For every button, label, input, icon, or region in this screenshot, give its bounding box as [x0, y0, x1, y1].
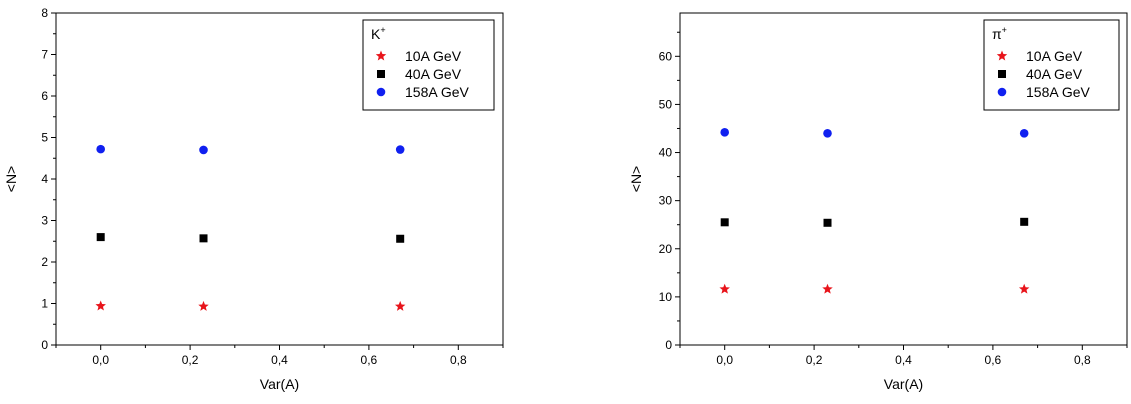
legend-title-sup: + — [1002, 25, 1007, 35]
data-point — [96, 233, 105, 242]
legend-title-base: π — [992, 26, 1002, 42]
legend-box — [983, 19, 1120, 111]
data-point — [1019, 128, 1029, 138]
x-tick-label: 0,6 — [361, 353, 378, 367]
x-tick-label: 0,8 — [450, 353, 467, 367]
series-3 — [720, 128, 1029, 138]
data-point — [396, 234, 405, 243]
y-tick-label: 6 — [41, 89, 48, 103]
legend-marker — [377, 70, 385, 78]
x-axis-label: Var(A) — [884, 376, 923, 392]
data-point — [96, 144, 105, 154]
series-2 — [96, 233, 405, 243]
legend-entry-label: 10A GeV — [1026, 48, 1083, 64]
legend-title-sup: + — [380, 25, 385, 35]
legend-entry-label: 10A GeV — [405, 48, 462, 64]
series-2 — [720, 217, 1029, 227]
y-tick-label: 60 — [659, 49, 673, 63]
data-point — [199, 234, 208, 243]
x-tick-label: 0,0 — [716, 353, 733, 367]
legend-marker — [375, 50, 387, 61]
data-point — [1018, 283, 1030, 294]
y-tick-label: 10 — [659, 290, 673, 304]
legend-box — [362, 19, 495, 111]
data-point — [198, 300, 209, 311]
y-axis-label: <N> — [3, 166, 19, 192]
y-tick-label: 5 — [41, 131, 48, 145]
data-point — [1020, 217, 1029, 226]
legend-title-base: K — [371, 26, 381, 42]
y-tick-label: 0 — [665, 338, 672, 352]
series-3 — [96, 144, 405, 155]
legend-entry-label: 158A GeV — [1026, 84, 1090, 100]
x-axis-label: Var(A) — [260, 376, 299, 392]
x-tick-label: 0,2 — [182, 353, 199, 367]
legend-entry-label: 158A GeV — [405, 84, 469, 100]
legend-marker — [998, 70, 1006, 78]
legend-marker — [997, 87, 1007, 97]
y-tick-label: 4 — [41, 172, 48, 186]
data-point — [720, 218, 729, 227]
data-point — [199, 145, 208, 155]
y-tick-label: 30 — [659, 194, 673, 208]
y-tick-label: 1 — [41, 297, 48, 311]
legend-marker — [376, 87, 386, 97]
data-point — [394, 300, 406, 311]
data-point — [823, 218, 832, 227]
legend-marker — [996, 50, 1008, 61]
x-tick-label: 0,0 — [92, 353, 109, 367]
x-tick-label: 0,4 — [271, 353, 288, 367]
data-point — [720, 128, 729, 137]
y-tick-label: 40 — [659, 146, 673, 160]
y-tick-label: 50 — [659, 97, 673, 111]
y-tick-label: 7 — [41, 48, 48, 62]
y-tick-label: 2 — [41, 255, 48, 269]
x-tick-label: 0,8 — [1074, 353, 1091, 367]
x-tick-label: 0,4 — [895, 353, 912, 367]
data-point — [822, 283, 833, 294]
series-1 — [95, 300, 406, 311]
y-tick-label: 20 — [659, 242, 673, 256]
series-1 — [719, 283, 1030, 294]
chart-2: 0,0 0,2 0,4 0,6 0,80102030405060Var(A)<N>π+1… — [628, 12, 1128, 392]
x-tick-label: 0,6 — [985, 353, 1002, 367]
y-tick-label: 8 — [41, 6, 48, 20]
data-point — [823, 128, 832, 138]
legend-title: π+ — [992, 25, 1007, 42]
data-point — [95, 300, 106, 311]
legend-entry-label: 40A GeV — [1026, 66, 1083, 82]
y-axis-label: <N> — [628, 166, 644, 192]
y-tick-label: 0 — [41, 338, 48, 352]
legend-entry-label: 40A GeV — [405, 66, 462, 82]
y-tick-label: 3 — [41, 214, 48, 228]
x-tick-label: 0,2 — [806, 353, 823, 367]
data-point — [395, 145, 405, 154]
legend-title: K+ — [371, 25, 386, 42]
data-point — [719, 283, 730, 294]
